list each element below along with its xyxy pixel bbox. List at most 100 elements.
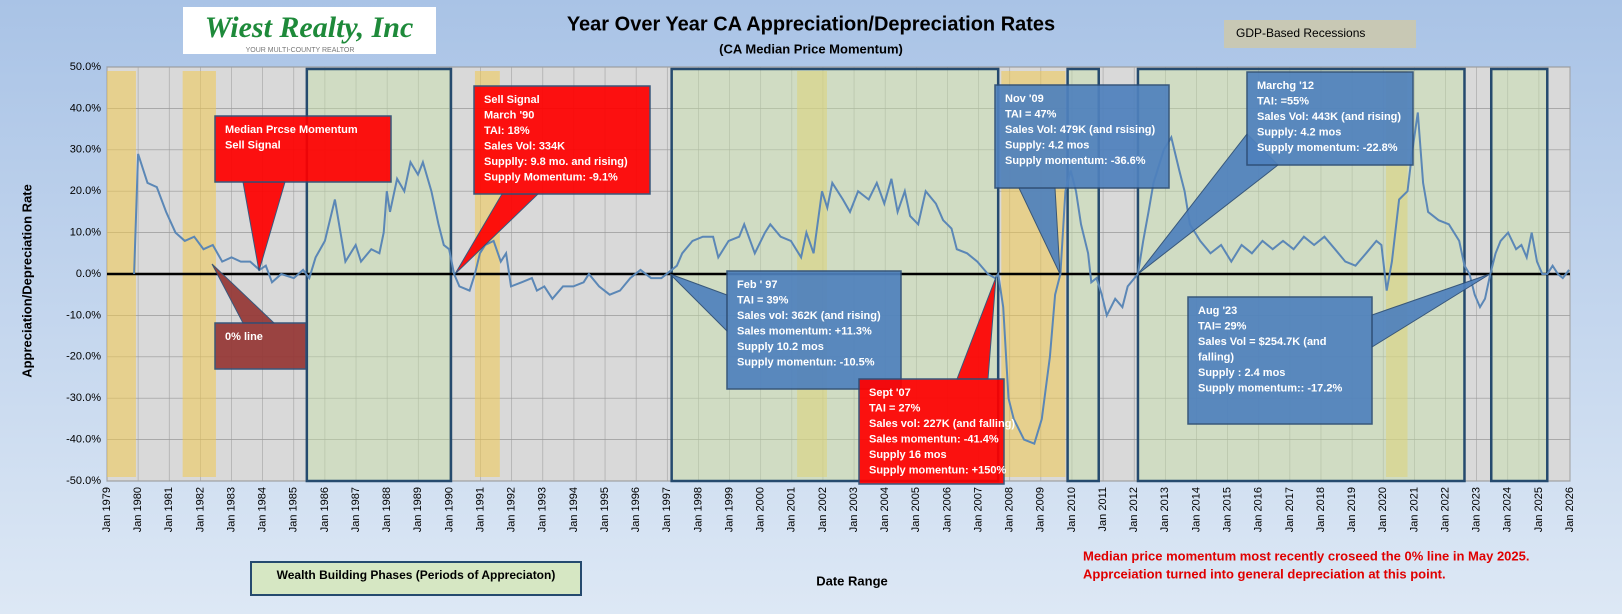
callout-box <box>473 85 651 195</box>
callout-text: Sales momentun: -41.4% <box>869 433 999 445</box>
callout-text: Marchg '12 <box>1257 80 1314 92</box>
x-tick-label: Jan 1987 <box>350 487 362 532</box>
callout-text: Supplly: 9.8 mo. and rising) <box>484 156 628 168</box>
y-tick-label: 50.0% <box>70 61 101 73</box>
x-tick-label: Jan 1982 <box>194 487 206 532</box>
x-tick-label: Jan 2017 <box>1284 487 1296 532</box>
y-tick-label: -40.0% <box>66 434 101 446</box>
logo-tagline: YOUR MULTI-COUNTY REALTOR <box>246 47 355 54</box>
callout-text: TAI = 39% <box>737 294 789 306</box>
x-tick-label: Jan 2018 <box>1315 487 1327 532</box>
chart-subtitle: (CA Median Price Momentum) <box>719 41 903 56</box>
footnote: Apprceiation turned into general depreci… <box>1083 566 1446 581</box>
callout-text: Sales Vol = $254.7K (and <box>1198 336 1327 348</box>
callout-text: 0% line <box>225 331 263 343</box>
x-tick-label: Jan 1981 <box>163 487 175 532</box>
x-tick-label: Jan 2024 <box>1502 487 1514 532</box>
callout-text: March '90 <box>484 109 534 121</box>
x-tick-label: Jan 2010 <box>1066 487 1078 532</box>
x-tick-label: Jan 2014 <box>1190 487 1202 532</box>
y-tick-label: 30.0% <box>70 144 101 156</box>
y-tick-label: -30.0% <box>66 392 101 404</box>
callout-text: Supply momentum:: -17.2% <box>1198 382 1342 394</box>
recession-legend-box <box>1224 20 1416 48</box>
callout-text: TAI = 47% <box>1005 108 1057 120</box>
x-tick-label: Jan 1994 <box>568 487 580 532</box>
chart-title: Year Over Year CA Appreciation/Depreciat… <box>567 13 1055 35</box>
callout-text: Sales Vol: 479K (and rsising) <box>1005 124 1156 136</box>
x-tick-label: Jan 1997 <box>661 487 673 532</box>
callout-text: Sales Vol: 443K (and rising) <box>1257 111 1401 123</box>
callout-text: Supply momentum: -36.6% <box>1005 155 1146 167</box>
callout-text: Sales vol: 362K (and rising) <box>737 310 881 322</box>
x-tick-label: Jan 2011 <box>1097 487 1109 531</box>
logo: Wiest Realty, Inc <box>205 11 414 44</box>
callout-box <box>994 84 1170 189</box>
callout-box <box>1246 71 1414 166</box>
x-tick-label: Jan 2007 <box>972 487 984 532</box>
x-tick-label: Jan 2004 <box>879 487 891 532</box>
recession-legend: GDP-Based Recessions <box>1236 26 1365 40</box>
x-tick-label: Jan 2006 <box>941 487 953 532</box>
callout-text: Median Prcse Momentum <box>225 124 358 136</box>
y-tick-label: -20.0% <box>66 351 101 363</box>
x-tick-label: Jan 1979 <box>101 487 113 532</box>
x-tick-label: Jan 1999 <box>723 487 735 532</box>
callout-text: Sept '07 <box>869 387 911 399</box>
callout-text: Supply momentun: +150% <box>869 464 1006 476</box>
callout-text: Feb ' 97 <box>737 279 778 291</box>
x-tick-label: Jan 2023 <box>1471 487 1483 532</box>
callout-text: Supply 16 mos <box>869 449 947 461</box>
callout-text: falling) <box>1198 351 1234 363</box>
x-tick-label: Jan 2021 <box>1408 487 1420 532</box>
x-tick-label: Jan 1993 <box>537 487 549 532</box>
callout-text: TAI: 18% <box>484 125 530 137</box>
x-tick-label: Jan 1996 <box>630 487 642 532</box>
y-tick-label: -10.0% <box>66 309 101 321</box>
callout-text: TAI: =55% <box>1257 95 1309 107</box>
callout-box <box>214 115 392 183</box>
callout-text: Sales momentum: +11.3% <box>737 325 872 337</box>
callout-text: Supply: 4.2 mos <box>1005 139 1089 151</box>
x-tick-label: Jan 2002 <box>817 487 829 532</box>
x-tick-label: Jan 2000 <box>755 487 767 532</box>
x-tick-label: Jan 2005 <box>910 487 922 532</box>
phase-legend-box <box>250 561 582 596</box>
callout-box <box>1187 296 1373 425</box>
x-tick-label: Jan 2013 <box>1159 487 1171 532</box>
x-tick-label: Jan 2019 <box>1346 487 1358 532</box>
x-tick-label: Jan 2020 <box>1377 487 1389 532</box>
data-line <box>133 112 1570 446</box>
callout-text: Sales Vol: 334K <box>484 140 565 152</box>
x-tick-label: Jan 1991 <box>474 487 486 532</box>
x-tick-label: Jan 2009 <box>1035 487 1047 532</box>
callout-text: TAI = 27% <box>869 402 921 414</box>
callout-text: Supply : 2.4 mos <box>1198 367 1285 379</box>
x-tick-label: Jan 1980 <box>132 487 144 532</box>
x-tick-label: Jan 1988 <box>381 487 393 532</box>
x-tick-label: Jan 2025 <box>1533 487 1545 532</box>
callout-box <box>214 322 307 370</box>
callout-text: Sell Signal <box>484 94 540 106</box>
x-tick-label: Jan 2015 <box>1222 487 1234 532</box>
x-tick-label: Jan 1990 <box>443 487 455 532</box>
x-tick-label: Jan 1983 <box>225 487 237 532</box>
callout-text: Sell Signal <box>225 139 281 151</box>
y-tick-label: 20.0% <box>70 185 101 197</box>
y-tick-label: -50.0% <box>66 475 101 487</box>
callout-box <box>726 270 902 390</box>
y-axis-label: Appreciation/Depreciation Rate <box>19 184 34 378</box>
x-tick-label: Jan 2008 <box>1004 487 1016 532</box>
callout-text: TAI= 29% <box>1198 320 1247 332</box>
y-tick-label: 0.0% <box>76 268 101 280</box>
callout-text: Supply momentum: -22.8% <box>1257 142 1398 154</box>
x-tick-label: Jan 1984 <box>257 487 269 532</box>
callout-text: Nov '09 <box>1005 93 1044 105</box>
x-tick-label: Jan 1995 <box>599 487 611 532</box>
x-tick-label: Jan 2016 <box>1253 487 1265 532</box>
x-tick-label: Jan 1986 <box>319 487 331 532</box>
callout-text: Supply: 4.2 mos <box>1257 126 1341 138</box>
callout-text: Supply Momentum: -9.1% <box>484 171 618 183</box>
y-tick-label: 10.0% <box>70 227 101 239</box>
x-tick-label: Jan 1985 <box>288 487 300 532</box>
